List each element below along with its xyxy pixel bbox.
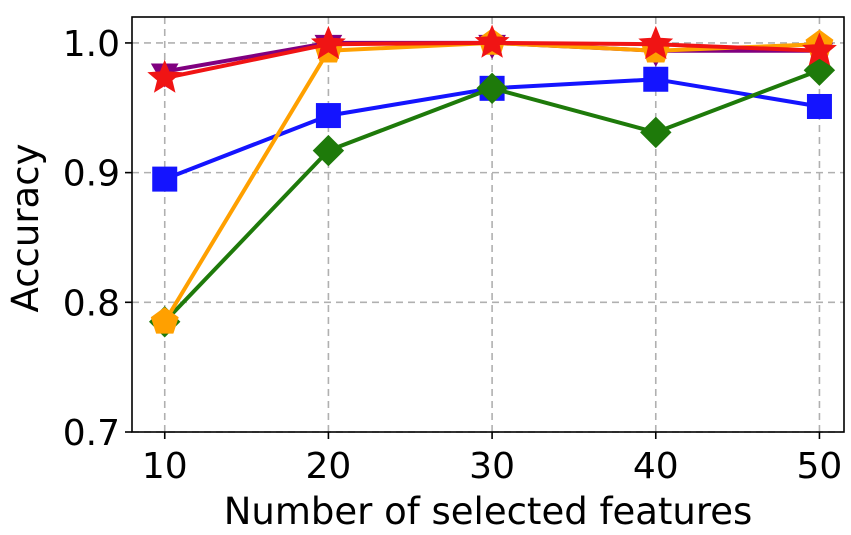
star-marker [474,24,510,58]
x-tick-label: 20 [306,446,352,487]
x-tick-label: 50 [797,446,843,487]
square-marker [152,166,178,192]
y-axis-label: Accuracy [4,144,47,313]
star-marker [147,59,183,93]
square-marker [643,66,669,92]
star-marker [310,25,346,60]
y-tick-label: 1.0 [63,24,120,65]
x-tick-label: 30 [469,446,515,487]
x-tick-label: 10 [142,446,188,487]
y-tick-label: 0.8 [63,283,120,324]
diamond-marker [640,116,672,149]
diamond-marker [803,54,836,86]
series-layer [147,24,837,338]
y-tick-label: 0.9 [63,154,120,195]
diamond-marker [312,134,345,167]
star-marker [802,32,837,66]
x-tick-label: 40 [633,446,679,487]
pentagon-marker [150,307,179,334]
square-marker [806,93,832,119]
star-marker [638,25,674,60]
y-tick-label: 0.7 [63,413,120,454]
diamond-marker [476,72,508,105]
square-marker [315,103,341,129]
tick-layer: 10 20 30 40 50 0.7 0.8 0.9 1.0 [63,24,843,487]
plot-frame [131,16,845,433]
series-5 [147,24,837,93]
x-axis-label: Number of selected features [224,490,753,533]
